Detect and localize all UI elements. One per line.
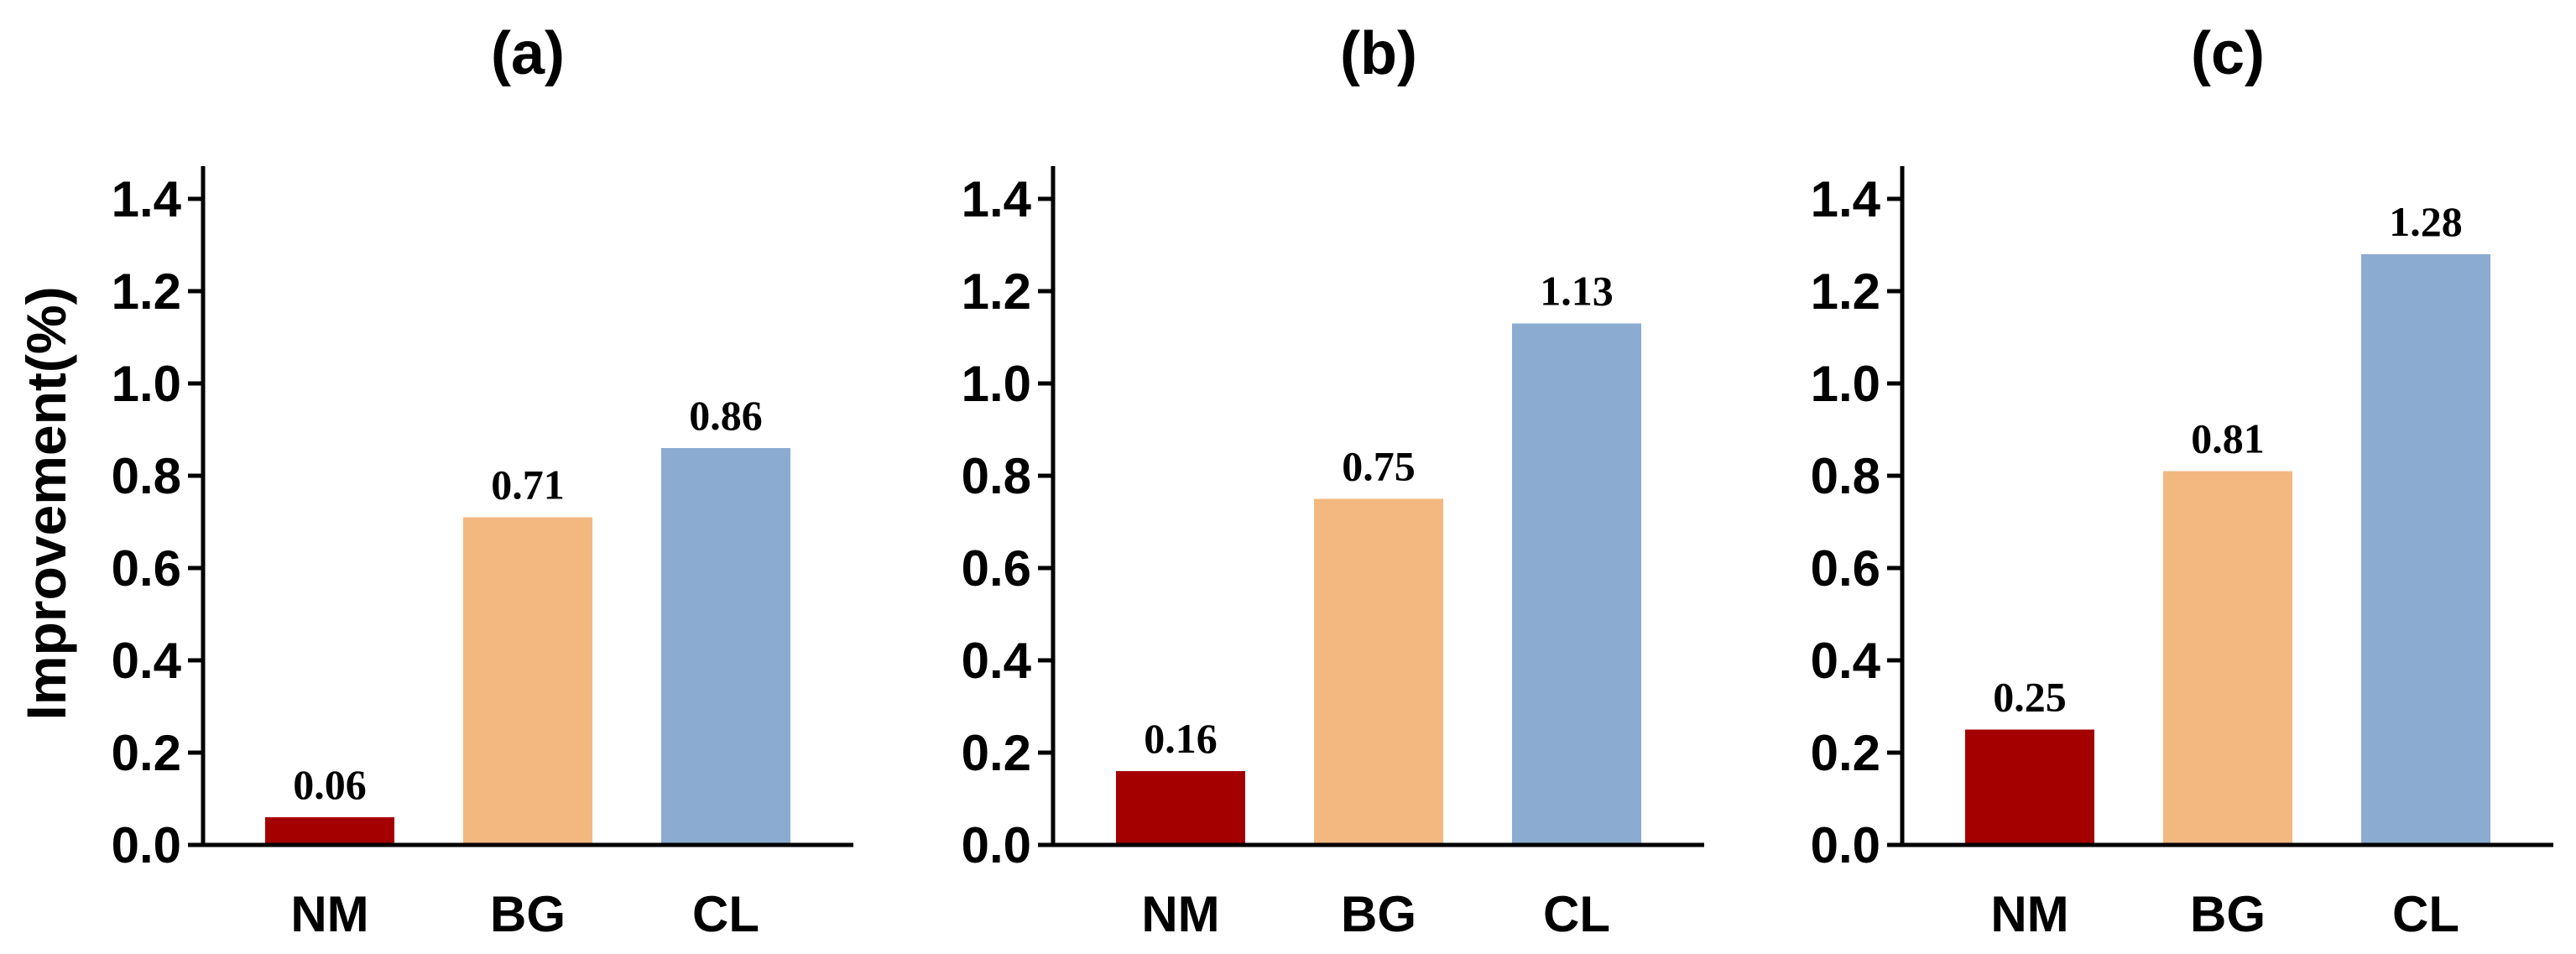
panel-title: (b) bbox=[1340, 20, 1417, 87]
panel-title: (a) bbox=[491, 20, 565, 87]
y-tick-label: 0.8 bbox=[1811, 448, 1880, 504]
y-tick-label: 0.0 bbox=[1811, 817, 1880, 873]
y-tick-label: 1.2 bbox=[962, 263, 1031, 320]
y-tick-label: 1.2 bbox=[1811, 263, 1880, 320]
y-tick-label: 1.2 bbox=[112, 263, 181, 320]
value-label: 0.81 bbox=[2191, 415, 2265, 462]
y-tick-label: 0.8 bbox=[962, 448, 1031, 504]
value-label: 0.16 bbox=[1144, 715, 1218, 762]
x-tick-label: NM bbox=[290, 886, 368, 942]
y-tick-label: 0.2 bbox=[962, 725, 1031, 781]
y-tick-label: 0.2 bbox=[112, 725, 181, 781]
panel-title: (c) bbox=[2191, 20, 2265, 87]
y-tick-label: 0.4 bbox=[112, 633, 182, 689]
y-tick-label: 0.0 bbox=[962, 817, 1031, 873]
y-tick-label: 0.4 bbox=[1811, 633, 1881, 689]
x-tick-label: CL bbox=[1543, 886, 1610, 942]
value-label: 0.75 bbox=[1342, 443, 1416, 490]
bar-bg bbox=[463, 517, 592, 845]
y-tick-label: 1.0 bbox=[1811, 356, 1880, 412]
x-tick-label: BG bbox=[490, 886, 566, 942]
bar-nm bbox=[1116, 771, 1245, 845]
bar-bg bbox=[1314, 498, 1443, 845]
y-tick-label: 0.2 bbox=[1811, 725, 1880, 781]
y-tick-label: 0.0 bbox=[112, 817, 181, 873]
x-tick-label: NM bbox=[1141, 886, 1219, 942]
y-tick-label: 1.4 bbox=[962, 171, 1032, 227]
y-tick-label: 0.6 bbox=[112, 540, 181, 597]
x-tick-label: BG bbox=[2190, 886, 2266, 942]
bar-nm bbox=[1965, 729, 2094, 845]
value-label: 0.86 bbox=[689, 392, 763, 439]
y-axis-label: Improvement(%) bbox=[15, 286, 77, 720]
x-tick-label: CL bbox=[692, 886, 759, 942]
value-label: 0.25 bbox=[1993, 674, 2067, 721]
value-label: 1.13 bbox=[1540, 268, 1614, 315]
x-tick-label: NM bbox=[1990, 886, 2068, 942]
y-tick-label: 0.6 bbox=[1811, 540, 1880, 597]
bar-bg bbox=[2163, 471, 2292, 845]
value-label: 1.28 bbox=[2389, 198, 2463, 245]
y-tick-label: 1.4 bbox=[112, 171, 182, 227]
y-tick-label: 0.8 bbox=[112, 448, 181, 504]
value-label: 0.71 bbox=[491, 461, 565, 508]
x-tick-label: BG bbox=[1341, 886, 1416, 942]
y-tick-label: 1.0 bbox=[962, 356, 1031, 412]
bar-cl bbox=[2361, 254, 2490, 845]
x-tick-label: CL bbox=[2392, 886, 2459, 942]
y-tick-label: 0.4 bbox=[962, 633, 1032, 689]
bar-cl bbox=[1512, 323, 1641, 845]
y-tick-label: 1.4 bbox=[1811, 171, 1881, 227]
bar-cl bbox=[661, 448, 790, 845]
value-label: 0.06 bbox=[293, 761, 367, 808]
y-tick-label: 1.0 bbox=[112, 356, 181, 412]
y-tick-label: 0.6 bbox=[962, 540, 1031, 597]
bar-nm bbox=[265, 817, 394, 845]
